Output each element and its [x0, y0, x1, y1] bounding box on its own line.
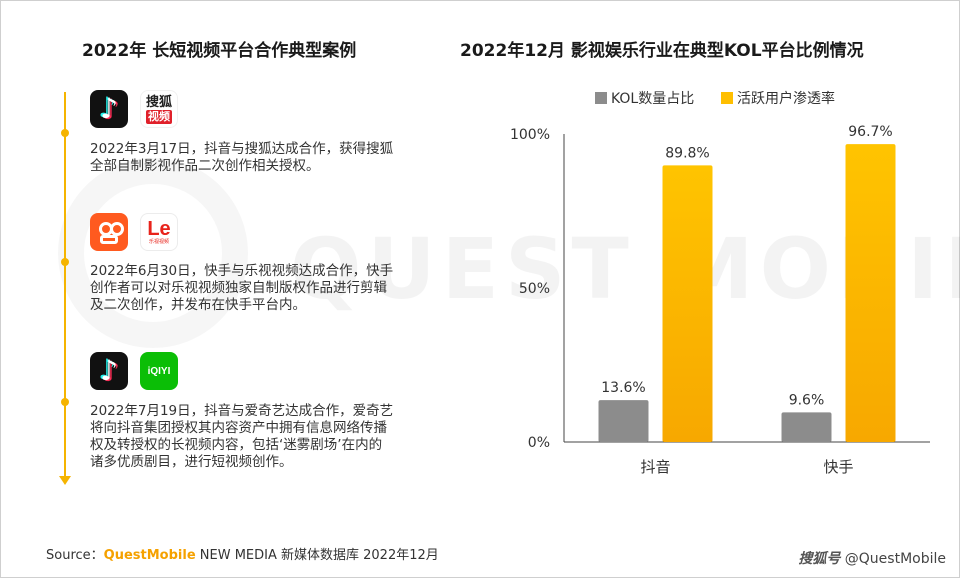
letv-logo-icon: Le 乐视视频: [140, 213, 178, 251]
case-1-text: 2022年3月17日，抖音与搜狐达成合作，获得搜狐 全部自制影视作品二次创作相关…: [90, 141, 450, 175]
case-2-text: 2022年6月30日，快手与乐视视频达成合作，快手 创作者可以对乐视视频独家自制…: [90, 263, 450, 314]
legend-label: 活跃用户渗透率: [737, 90, 835, 107]
case-text-line: 2022年3月17日，抖音与搜狐达成合作，获得搜狐: [90, 141, 394, 157]
y-tick-label: 50%: [519, 281, 550, 297]
case-3-logos: ♪ iQIYI: [90, 352, 178, 390]
legend-swatch: [595, 92, 607, 104]
source-brand: QuestMobile: [103, 548, 196, 563]
iqiyi-logo-icon: iQIYI: [140, 352, 178, 390]
y-tick-label: 0%: [528, 435, 550, 451]
bar-chart: 0% 50% 100% KOL数量占比 活跃用户渗透率 13.6% 89.8% 抖音 9.6% 9…: [510, 90, 930, 476]
x-tick-label: 快手: [823, 458, 853, 476]
bar: [845, 144, 896, 442]
case-2-logos: Le 乐视视频: [90, 213, 178, 251]
sohu-hao-mark: 搜狐号: [798, 551, 841, 567]
timeline-dot: [61, 398, 69, 406]
case-text-line: 诸多优质剧目，进行短视频创作。: [90, 454, 293, 470]
data-label: 13.6%: [601, 380, 645, 396]
case-text-line: 权及转授权的长视频内容，包括‘迷雾剧场’在内的: [90, 437, 383, 453]
timeline-dot: [61, 258, 69, 266]
left-panel-title: 2022年 长短视频平台合作典型案例: [82, 41, 357, 61]
source-text: NEW MEDIA 新媒体数据库 2022年12月: [195, 548, 439, 563]
data-label: 96.7%: [848, 124, 892, 140]
timeline-arrow-icon: [59, 476, 71, 485]
case-3-text: 2022年7月19日，抖音与爱奇艺达成合作，爱奇艺 将向抖音集团授权其内容资产中…: [90, 403, 450, 471]
kuaishou-logo-icon: [90, 213, 128, 251]
bar: [598, 400, 649, 442]
timeline-line: [64, 92, 66, 480]
account-name: @QuestMobile: [844, 551, 946, 567]
x-tick-label: 抖音: [640, 458, 670, 476]
data-label: 9.6%: [789, 392, 825, 408]
account-credit: 搜狐号 @QuestMobile: [798, 548, 946, 568]
bar: [781, 412, 832, 442]
legend-label: KOL数量占比: [611, 91, 694, 107]
legend-swatch: [721, 92, 733, 104]
case-text-line: 2022年6月30日，快手与乐视视频达成合作，快手: [90, 263, 394, 279]
chart-title: 2022年12月 影视娱乐行业在典型KOL平台比例情况: [460, 41, 864, 61]
data-label: 89.8%: [665, 145, 709, 161]
douyin-logo-icon: ♪: [90, 352, 128, 390]
case-text-line: 2022年7月19日，抖音与爱奇艺达成合作，爱奇艺: [90, 403, 394, 419]
bar: [662, 165, 713, 442]
case-1-logos: ♪ 搜狐 视频: [90, 90, 178, 128]
source-footer: Source：QuestMobile NEW MEDIA 新媒体数据库 2022…: [46, 544, 439, 563]
case-text-line: 及二次创作，并发布在快手平台内。: [90, 297, 306, 313]
timeline-dot: [61, 129, 69, 137]
y-tick-label: 100%: [510, 127, 550, 143]
douyin-logo-icon: ♪: [90, 90, 128, 128]
case-text-line: 全部自制影视作品二次创作相关授权。: [90, 158, 320, 174]
source-label: Source：: [46, 548, 104, 563]
case-text-line: 创作者可以对乐视视频独家自制版权作品进行剪辑: [90, 280, 387, 296]
case-text-line: 将向抖音集团授权其内容资产中拥有信息网络传播: [90, 420, 387, 436]
sohu-video-logo-icon: 搜狐 视频: [140, 90, 178, 128]
